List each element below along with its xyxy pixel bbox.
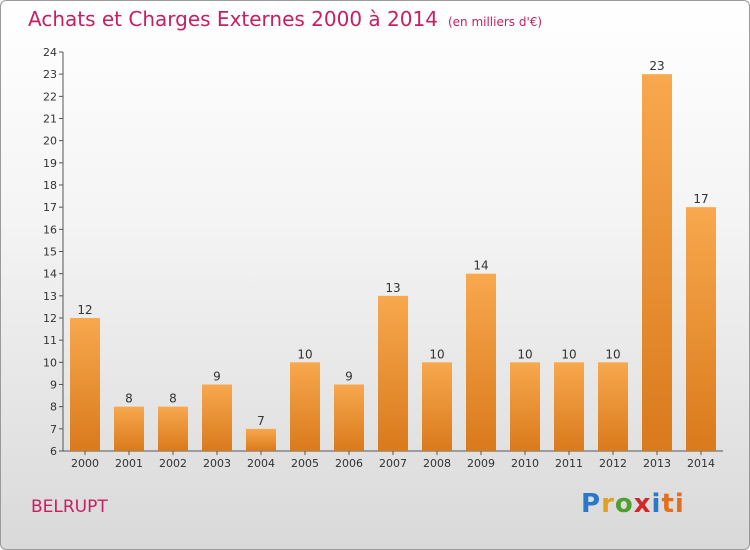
bar <box>334 384 364 451</box>
bar-value-label: 8 <box>169 392 177 406</box>
x-tick-label: 2008 <box>423 457 451 470</box>
y-tick-label: 13 <box>43 290 57 303</box>
x-tick-label: 2007 <box>379 457 407 470</box>
logo-letter: P <box>581 489 602 519</box>
bar-value-label: 10 <box>561 347 576 361</box>
axes: 6 7 8 9 10 11 12 13 14 15 16 17 18 19 20 21 22 23 24 2000 20… <box>43 46 723 470</box>
bars: 12 8 8 9 7 10 9 13 10 14 10 10 10 23 17 <box>70 59 716 452</box>
bar-value-label: 10 <box>605 347 620 361</box>
logo-letter: o <box>614 489 634 519</box>
y-tick-label: 21 <box>43 113 57 126</box>
chart-unit: (en milliers d'€) <box>447 15 543 29</box>
bar-value-label: 9 <box>345 370 353 384</box>
logo-letter: r <box>601 489 615 519</box>
x-tick-label: 2011 <box>555 457 583 470</box>
bar-value-label: 10 <box>429 347 444 361</box>
bar-value-label: 23 <box>649 59 664 73</box>
y-tick-label: 10 <box>43 356 57 369</box>
x-tick-label: 2010 <box>511 457 539 470</box>
bar-value-label: 8 <box>125 392 133 406</box>
bar <box>246 428 276 451</box>
y-tick-label: 7 <box>50 423 57 436</box>
y-tick-label: 8 <box>50 401 57 414</box>
bar-value-label: 12 <box>77 303 92 317</box>
bar-value-label: 10 <box>517 347 532 361</box>
x-tick-label: 2003 <box>203 457 231 470</box>
bar <box>378 295 408 451</box>
bar <box>290 362 320 451</box>
bar <box>466 273 496 451</box>
y-tick-label: 6 <box>50 445 57 458</box>
x-tick-label: 2012 <box>599 457 627 470</box>
logo-letter: x <box>633 489 652 519</box>
y-tick-label: 11 <box>43 334 57 347</box>
y-tick-label: 15 <box>43 246 57 259</box>
bar-value-label: 7 <box>257 414 265 428</box>
y-tick-label: 16 <box>43 223 57 236</box>
y-tick-label: 9 <box>50 379 57 392</box>
y-tick-label: 18 <box>43 179 57 192</box>
bar <box>598 362 628 451</box>
bar <box>686 207 716 451</box>
y-tick-label: 24 <box>43 46 57 59</box>
bar-value-label: 9 <box>213 370 221 384</box>
bar <box>422 362 452 451</box>
y-tick-label: 17 <box>43 201 57 214</box>
place-name: BELRUPT <box>31 497 108 517</box>
bar <box>554 362 584 451</box>
bar <box>114 406 144 451</box>
chart-title: Achats et Charges Externes 2000 à 2014 (e… <box>28 7 542 31</box>
bar-value-label: 13 <box>385 281 400 295</box>
chart-title-text: Achats et Charges Externes 2000 à 2014 <box>28 7 438 31</box>
logo-letter: i <box>651 489 662 519</box>
x-tick-label: 2005 <box>291 457 319 470</box>
x-tick-label: 2014 <box>687 457 715 470</box>
bar-value-label: 10 <box>297 347 312 361</box>
bar-value-label: 17 <box>693 192 708 206</box>
logo-letter: ti <box>661 489 685 519</box>
y-tick-label: 19 <box>43 157 57 170</box>
x-tick-label: 2002 <box>159 457 187 470</box>
y-tick-label: 14 <box>43 268 57 281</box>
y-tick-label: 12 <box>43 312 57 325</box>
bar <box>158 406 188 451</box>
y-tick-label: 23 <box>43 68 57 81</box>
x-tick-label: 2000 <box>71 457 99 470</box>
x-tick-label: 2013 <box>643 457 671 470</box>
bar <box>70 318 100 451</box>
y-tick-label: 22 <box>43 90 57 103</box>
x-tick-label: 2009 <box>467 457 495 470</box>
x-tick-label: 2001 <box>115 457 143 470</box>
bar <box>202 384 232 451</box>
bar <box>642 74 672 452</box>
bar <box>510 362 540 451</box>
bar-value-label: 14 <box>473 259 488 273</box>
x-tick-label: 2006 <box>335 457 363 470</box>
x-tick-label: 2004 <box>247 457 275 470</box>
proxiti-logo: Proxiti <box>581 489 685 519</box>
y-tick-label: 20 <box>43 135 57 148</box>
